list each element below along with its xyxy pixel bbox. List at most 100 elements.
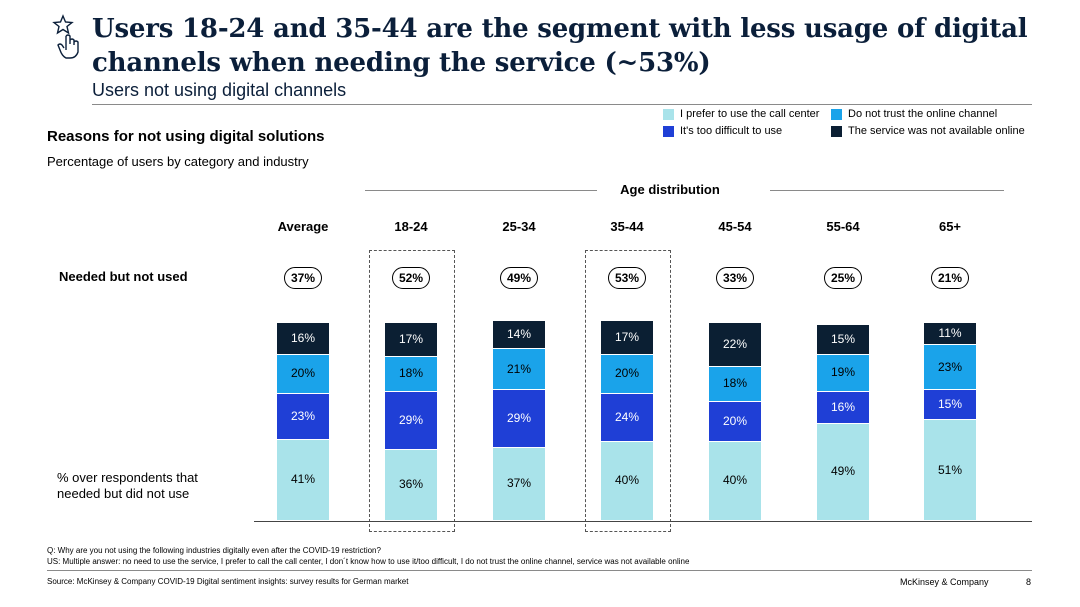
- footer-divider: [47, 570, 1032, 571]
- section-title: Reasons for not using digital solutions: [47, 128, 325, 145]
- bar-label-average-do-not-trust-the-online-channel: 20%: [290, 366, 316, 381]
- header-divider: [92, 104, 1032, 105]
- bar-segment-55-64-i-prefer-to-use-the-call-center: 49%: [817, 422, 869, 520]
- section-subtitle: Percentage of users by category and indu…: [47, 154, 309, 169]
- row-label-needed-not-used: Needed but not used: [59, 269, 188, 284]
- multiple-answer-note: US: Multiple answer: no need to use the …: [47, 557, 690, 566]
- legend-swatch-call-center: [663, 108, 674, 120]
- bar-label-65-do-not-trust-the-online-channel: 23%: [937, 359, 963, 374]
- bar-label-55-64-i-prefer-to-use-the-call-center: 49%: [830, 464, 856, 479]
- column-header-55-64: 55-64: [826, 219, 860, 234]
- legend-item-not-available: The service was not available online: [831, 125, 1025, 137]
- needed-not-used-pill-55-64: 25%: [824, 267, 862, 289]
- bar-segment-65-i-prefer-to-use-the-call-center: 51%: [924, 419, 976, 520]
- legend-item-too-difficult: It's too difficult to use: [663, 125, 782, 137]
- column-header-45-54: 45-54: [718, 219, 752, 234]
- bar-label-18-24-the-service-was-not-available-online: 17%: [398, 331, 424, 346]
- bar-segment-45-54-it-s-too-difficult-to-use: 20%: [709, 401, 761, 441]
- page-title: Users 18-24 and 35-44 are the segment wi…: [92, 14, 1028, 78]
- row-label-pct-respondents: % over respondents that needed but did n…: [57, 470, 198, 501]
- bar-label-25-34-the-service-was-not-available-online: 14%: [506, 326, 532, 341]
- chart-baseline: [254, 521, 1032, 522]
- column-header-average: Average: [277, 219, 329, 234]
- footer-brand: McKinsey & Company: [900, 577, 989, 587]
- bar-label-25-34-i-prefer-to-use-the-call-center: 37%: [506, 476, 532, 491]
- bar-segment-18-24-the-service-was-not-available-online: 17%: [385, 322, 437, 356]
- bar-label-35-44-the-service-was-not-available-online: 17%: [614, 329, 640, 344]
- source-note: Source: McKinsey & Company COVID-19 Digi…: [47, 577, 409, 586]
- highlight-box-35-44: [585, 250, 671, 532]
- bar-label-45-54-do-not-trust-the-online-channel: 18%: [722, 376, 748, 391]
- legend-label-call-center: I prefer to use the call center: [680, 108, 820, 120]
- age-distribution-line-left: [365, 190, 597, 191]
- bar-segment-65-the-service-was-not-available-online: 11%: [924, 322, 976, 344]
- column-header-65: 65+: [938, 219, 962, 234]
- page-subtitle: Users not using digital channels: [92, 80, 347, 100]
- question-note: Q: Why are you not using the following i…: [47, 546, 381, 555]
- bar-segment-45-54-i-prefer-to-use-the-call-center: 40%: [709, 440, 761, 520]
- bar-label-45-54-i-prefer-to-use-the-call-center: 40%: [722, 473, 748, 488]
- bar-segment-55-64-do-not-trust-the-online-channel: 19%: [817, 353, 869, 392]
- bar-segment-45-54-the-service-was-not-available-online: 22%: [709, 322, 761, 366]
- bar-segment-25-34-it-s-too-difficult-to-use: 29%: [493, 389, 545, 447]
- needed-not-used-pill-average: 37%: [284, 267, 322, 289]
- bar-label-average-it-s-too-difficult-to-use: 23%: [290, 409, 316, 424]
- bar-label-18-24-do-not-trust-the-online-channel: 18%: [398, 366, 424, 381]
- bar-label-18-24-i-prefer-to-use-the-call-center: 36%: [398, 477, 424, 492]
- bar-segment-55-64-it-s-too-difficult-to-use: 16%: [817, 391, 869, 423]
- bar-segment-35-44-do-not-trust-the-online-channel: 20%: [601, 353, 653, 394]
- bar-label-35-44-do-not-trust-the-online-channel: 20%: [614, 366, 640, 381]
- bar-segment-35-44-the-service-was-not-available-online: 17%: [601, 320, 653, 354]
- bar-label-55-64-it-s-too-difficult-to-use: 16%: [830, 400, 856, 415]
- age-distribution-line-right: [770, 190, 1004, 191]
- bar-label-25-34-do-not-trust-the-online-channel: 21%: [506, 361, 532, 376]
- bar-label-average-i-prefer-to-use-the-call-center: 41%: [290, 472, 316, 487]
- bar-segment-average-do-not-trust-the-online-channel: 20%: [277, 353, 329, 394]
- needed-not-used-pill-45-54: 33%: [716, 267, 754, 289]
- legend-item-call-center: I prefer to use the call center: [663, 108, 819, 120]
- bar-segment-average-it-s-too-difficult-to-use: 23%: [277, 393, 329, 439]
- bar-segment-55-64-the-service-was-not-available-online: 15%: [817, 323, 869, 354]
- bar-segment-65-do-not-trust-the-online-channel: 23%: [924, 343, 976, 390]
- bar-label-25-34-it-s-too-difficult-to-use: 29%: [506, 411, 532, 426]
- legend-label-too-difficult: It's too difficult to use: [680, 125, 783, 137]
- needed-not-used-pill-65: 21%: [931, 267, 969, 289]
- column-header-35-44: 35-44: [610, 219, 644, 234]
- column-header-25-34: 25-34: [502, 219, 536, 234]
- bar-segment-25-34-i-prefer-to-use-the-call-center: 37%: [493, 446, 545, 520]
- legend-swatch-distrust: [831, 108, 842, 120]
- bar-segment-18-24-i-prefer-to-use-the-call-center: 36%: [385, 448, 437, 520]
- age-distribution-title: Age distribution: [620, 182, 720, 197]
- legend-label-distrust: Do not trust the online channel: [848, 108, 998, 120]
- bar-label-65-it-s-too-difficult-to-use: 15%: [937, 397, 963, 412]
- bar-label-average-the-service-was-not-available-online: 16%: [290, 330, 316, 345]
- bar-label-55-64-do-not-trust-the-online-channel: 19%: [830, 365, 856, 380]
- bar-label-35-44-it-s-too-difficult-to-use: 24%: [614, 410, 640, 425]
- bar-label-45-54-the-service-was-not-available-online: 22%: [722, 336, 748, 351]
- bar-label-18-24-it-s-too-difficult-to-use: 29%: [398, 413, 424, 427]
- bar-label-45-54-it-s-too-difficult-to-use: 20%: [722, 413, 748, 428]
- star-hand-icon: [52, 14, 86, 60]
- bar-segment-18-24-it-s-too-difficult-to-use: 29%: [385, 391, 437, 449]
- bar-segment-average-the-service-was-not-available-online: 16%: [277, 322, 329, 354]
- legend-label-not-available: The service was not available online: [848, 125, 1025, 137]
- needed-not-used-pill-25-34: 49%: [500, 267, 538, 289]
- bar-segment-18-24-do-not-trust-the-online-channel: 18%: [385, 355, 437, 392]
- bar-label-55-64-the-service-was-not-available-online: 15%: [830, 331, 856, 346]
- bar-segment-25-34-do-not-trust-the-online-channel: 21%: [493, 347, 545, 390]
- highlight-box-18-24: [369, 250, 455, 532]
- page-number: 8: [1026, 577, 1032, 587]
- needed-not-used-pill-35-44: 53%: [608, 267, 646, 289]
- bar-label-35-44-i-prefer-to-use-the-call-center: 40%: [614, 473, 640, 488]
- legend-item-distrust: Do not trust the online channel: [831, 108, 997, 120]
- bar-segment-average-i-prefer-to-use-the-call-center: 41%: [277, 438, 329, 520]
- bar-segment-65-it-s-too-difficult-to-use: 15%: [924, 389, 976, 419]
- bar-segment-35-44-it-s-too-difficult-to-use: 24%: [601, 393, 653, 441]
- column-header-18-24: 18-24: [394, 219, 428, 234]
- bar-segment-45-54-do-not-trust-the-online-channel: 18%: [709, 365, 761, 402]
- legend-swatch-too-difficult: [663, 125, 674, 137]
- needed-not-used-pill-18-24: 52%: [392, 267, 430, 289]
- bar-segment-35-44-i-prefer-to-use-the-call-center: 40%: [601, 440, 653, 520]
- legend-swatch-not-available: [831, 125, 842, 137]
